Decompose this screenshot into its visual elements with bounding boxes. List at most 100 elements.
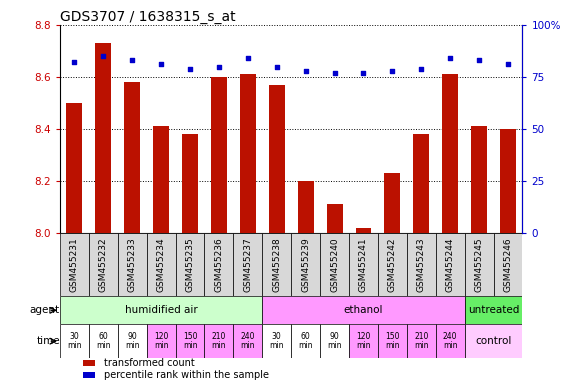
Bar — [89, 233, 118, 296]
Point — [186, 66, 195, 72]
Bar — [378, 233, 407, 296]
Bar — [356, 228, 371, 233]
Text: control: control — [476, 336, 512, 346]
Bar — [407, 233, 436, 296]
Bar — [176, 324, 204, 358]
Bar — [118, 233, 147, 296]
Text: humidified air: humidified air — [124, 305, 198, 315]
Bar — [384, 173, 400, 233]
Point — [330, 70, 339, 76]
Bar — [465, 324, 522, 358]
Bar — [204, 324, 234, 358]
Bar — [493, 233, 522, 296]
Text: GSM455237: GSM455237 — [243, 237, 252, 292]
Bar — [147, 324, 176, 358]
Bar — [153, 126, 169, 233]
Bar — [66, 103, 82, 233]
Point — [272, 63, 282, 70]
Bar — [465, 296, 522, 324]
Text: 210
min: 210 min — [414, 332, 429, 350]
Bar — [89, 324, 118, 358]
Bar — [269, 85, 285, 233]
Text: 120
min: 120 min — [154, 332, 168, 350]
Bar — [60, 233, 89, 296]
Bar — [297, 181, 313, 233]
Text: 90
min: 90 min — [125, 332, 139, 350]
Bar — [211, 77, 227, 233]
Bar — [291, 233, 320, 296]
Bar — [500, 129, 516, 233]
Bar — [291, 324, 320, 358]
Bar — [83, 360, 95, 366]
Bar — [60, 296, 262, 324]
Text: transformed count: transformed count — [104, 358, 195, 368]
Bar — [147, 233, 176, 296]
Bar — [234, 233, 262, 296]
Text: 240
min: 240 min — [240, 332, 255, 350]
Text: GSM455241: GSM455241 — [359, 237, 368, 292]
Text: 90
min: 90 min — [327, 332, 342, 350]
Bar — [60, 324, 89, 358]
Point — [359, 70, 368, 76]
Bar — [378, 324, 407, 358]
Point — [388, 68, 397, 74]
Text: 60
min: 60 min — [299, 332, 313, 350]
Point — [243, 55, 252, 61]
Bar — [262, 324, 291, 358]
Bar — [349, 233, 378, 296]
Bar — [234, 324, 262, 358]
Text: time: time — [37, 336, 60, 346]
Bar — [471, 126, 487, 233]
Text: GSM455238: GSM455238 — [272, 237, 282, 292]
Text: GSM455235: GSM455235 — [186, 237, 195, 292]
Bar — [436, 233, 465, 296]
Bar — [262, 233, 291, 296]
Bar — [176, 233, 204, 296]
Text: GSM455233: GSM455233 — [128, 237, 136, 292]
Text: 30
min: 30 min — [270, 332, 284, 350]
Bar — [204, 233, 234, 296]
Text: agent: agent — [30, 305, 60, 315]
Text: GSM455245: GSM455245 — [475, 237, 484, 292]
Bar — [443, 74, 458, 233]
Point — [417, 66, 426, 72]
Text: GSM455243: GSM455243 — [417, 237, 426, 292]
Text: GSM455231: GSM455231 — [70, 237, 79, 292]
Text: 120
min: 120 min — [356, 332, 371, 350]
Text: untreated: untreated — [468, 305, 519, 315]
Text: GDS3707 / 1638315_s_at: GDS3707 / 1638315_s_at — [60, 10, 236, 24]
Text: 60
min: 60 min — [96, 332, 111, 350]
Bar — [465, 233, 493, 296]
Text: percentile rank within the sample: percentile rank within the sample — [104, 370, 269, 380]
Bar — [240, 74, 256, 233]
Text: GSM455232: GSM455232 — [99, 237, 108, 292]
Bar — [118, 324, 147, 358]
Point — [156, 61, 166, 68]
Bar — [182, 134, 198, 233]
Bar — [262, 296, 465, 324]
Text: GSM455234: GSM455234 — [156, 237, 166, 292]
Point — [70, 60, 79, 66]
Point — [99, 53, 108, 59]
Bar — [407, 324, 436, 358]
Text: ethanol: ethanol — [344, 305, 383, 315]
Text: GSM455240: GSM455240 — [330, 237, 339, 292]
Text: 210
min: 210 min — [212, 332, 226, 350]
Bar — [124, 82, 140, 233]
Bar — [83, 372, 95, 378]
Bar — [320, 324, 349, 358]
Bar — [320, 233, 349, 296]
Point — [128, 57, 137, 63]
Text: 150
min: 150 min — [385, 332, 400, 350]
Point — [214, 63, 223, 70]
Point — [301, 68, 310, 74]
Text: GSM455246: GSM455246 — [504, 237, 513, 292]
Bar — [413, 134, 429, 233]
Text: GSM455242: GSM455242 — [388, 237, 397, 292]
Bar — [95, 43, 111, 233]
Text: 30
min: 30 min — [67, 332, 82, 350]
Text: GSM455236: GSM455236 — [215, 237, 223, 292]
Bar — [327, 204, 343, 233]
Bar — [349, 324, 378, 358]
Text: GSM455244: GSM455244 — [446, 237, 455, 292]
